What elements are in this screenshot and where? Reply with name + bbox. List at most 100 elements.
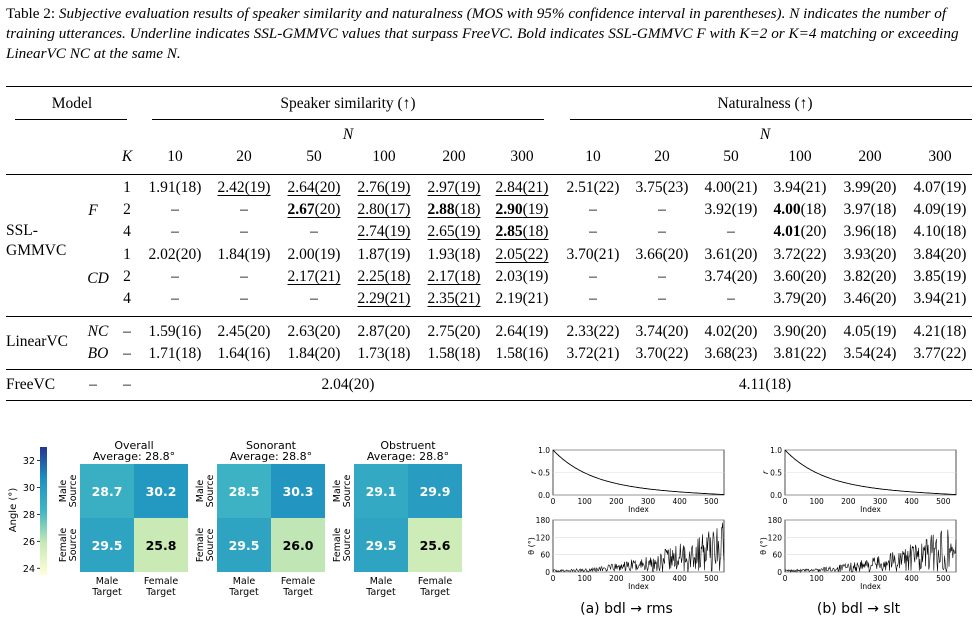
theta-x-axis-label: Index <box>860 582 881 591</box>
subfigure-caption: (b) bdl → slt <box>817 601 901 617</box>
table-cell: 3.61(20) <box>704 246 758 263</box>
theta-axis-label: θ (°) <box>759 537 768 555</box>
table-cell: 3.46(20) <box>843 290 897 307</box>
header-n-value: 10 <box>167 148 183 165</box>
table-cell: 2.84(21) <box>495 179 549 196</box>
ssl-bottom-rule <box>6 316 972 317</box>
theta-x-tick-label: 200 <box>841 574 856 583</box>
table-cell: – <box>310 223 318 240</box>
table-cell: 2.00(19) <box>287 246 341 263</box>
colorbar-tick-label: 32 <box>23 456 35 467</box>
r-series-line <box>552 449 725 496</box>
r-x-tick-label: 300 <box>873 497 888 506</box>
variant-f: F <box>88 202 98 219</box>
table-cell: – <box>171 201 179 218</box>
r-x-tick-label: 400 <box>905 497 920 506</box>
heatmap-row-label-line: Source <box>205 529 216 562</box>
table-cell: 2.29(21) <box>357 290 411 307</box>
bold-value: 4.00 <box>773 201 801 218</box>
table-cell: 3.94(21) <box>773 179 827 196</box>
table-cell: – <box>589 223 597 240</box>
table-cell: 3.92(19) <box>704 201 758 218</box>
k-value: 4 <box>123 290 131 307</box>
table-cell: 3.54(24) <box>843 345 897 362</box>
model-ssl-line1: SSL- <box>6 222 38 239</box>
table-cell: 4.05(19) <box>843 323 897 340</box>
table-cell: 2.19(21) <box>495 290 549 307</box>
variant-bo: BO <box>87 345 109 362</box>
header-n-value: 20 <box>654 148 670 165</box>
table-cell: 2.87(20) <box>357 323 411 340</box>
colorbar-label: Angle (°) <box>8 488 19 533</box>
naturalness-header-rule <box>570 119 972 120</box>
heatmap-col-label: Male <box>233 576 256 587</box>
table-cell: 1.84(19) <box>217 246 271 263</box>
model-linearvc: LinearVC <box>6 333 68 350</box>
heatmap-value: 28.5 <box>229 484 260 499</box>
table-caption: Table 2: Subjective evaluation results o… <box>6 4 972 64</box>
table-cell: 4.21(18) <box>913 323 967 340</box>
table-cell: – <box>658 290 666 307</box>
heatmap-row-label-line: Source <box>342 475 353 508</box>
table-cell: – <box>658 223 666 240</box>
theta-axis-label: θ (°) <box>527 537 536 555</box>
theta-x-tick-label: 400 <box>673 574 688 583</box>
freevc-naturalness: 4.11(18) <box>738 376 792 393</box>
table-cell: 1.91(18) <box>148 179 202 196</box>
theta-series-line <box>552 522 725 573</box>
bold-value: 2.67 <box>287 201 315 218</box>
table-cell: 4.10(18) <box>913 223 967 240</box>
heatmap-col-label: Male <box>370 576 393 587</box>
heatmap-row-label: FemaleSource <box>332 528 353 563</box>
r-tick-label: 0.5 <box>770 469 782 478</box>
table-cell: 2.80(17) <box>357 201 411 218</box>
heatmap-value: 28.7 <box>92 484 123 499</box>
table-cell: – <box>589 201 597 218</box>
header-n-value: 10 <box>585 148 601 165</box>
table-cell: 2.64(19) <box>495 323 549 340</box>
table-bottom-rule <box>6 400 972 402</box>
r-x-tick-label: 100 <box>578 497 593 506</box>
header-n-value: 20 <box>236 148 252 165</box>
theta-tick-label: 60 <box>772 551 782 560</box>
colorbar-tick-label: 26 <box>23 537 35 548</box>
colorbar <box>40 447 47 575</box>
table-cell: 2.76(19) <box>357 179 411 196</box>
heatmap-col-label: Target <box>282 587 313 598</box>
caption-label: Table 2: <box>6 5 56 22</box>
bold-value: 2.90 <box>495 201 523 218</box>
heatmap-row-label: MaleSource <box>195 475 216 508</box>
heatmap-col-label: Target <box>91 587 122 598</box>
table-cell: 3.70(22) <box>635 345 689 362</box>
table-cell: – <box>240 268 248 285</box>
r-x-tick-label: 200 <box>841 497 856 506</box>
table-cell: 3.96(18) <box>843 223 897 240</box>
table-cell: 2.63(20) <box>287 323 341 340</box>
colorbar-tick-label: 28 <box>23 510 35 521</box>
colorbar-tick-label: 24 <box>23 564 35 575</box>
heatmap-row-label: MaleSource <box>58 475 79 508</box>
heatmap-row-label-line: Male <box>332 480 343 503</box>
model-header-rule <box>15 119 127 120</box>
heatmap-cell <box>80 464 134 518</box>
table-cell: 3.79(20) <box>773 290 827 307</box>
heatmap-col-label: Female <box>418 576 453 587</box>
table-cell: – <box>310 290 318 307</box>
r-x-axis-label: Index <box>628 505 649 514</box>
table-cell: 2.88(18) <box>427 201 481 218</box>
table-cell: – <box>658 201 666 218</box>
header-n-value: 100 <box>788 148 812 165</box>
table-cell: 3.70(21) <box>566 246 620 263</box>
heatmap-col-label: Target <box>145 587 176 598</box>
table-cell: 2.25(18) <box>357 268 411 285</box>
table-cell: 3.74(20) <box>635 323 689 340</box>
heatmap-subtitle: Average: 28.8° <box>93 450 175 463</box>
r-tick-label: 0.5 <box>538 469 550 478</box>
table-cell: 2.67(20) <box>287 201 341 218</box>
header-n-naturalness: N <box>759 126 771 143</box>
table-cell: – <box>727 290 735 307</box>
heatmap-cell <box>408 464 462 518</box>
theta-series-line <box>784 529 957 574</box>
table-cell: 3.72(22) <box>773 246 827 263</box>
